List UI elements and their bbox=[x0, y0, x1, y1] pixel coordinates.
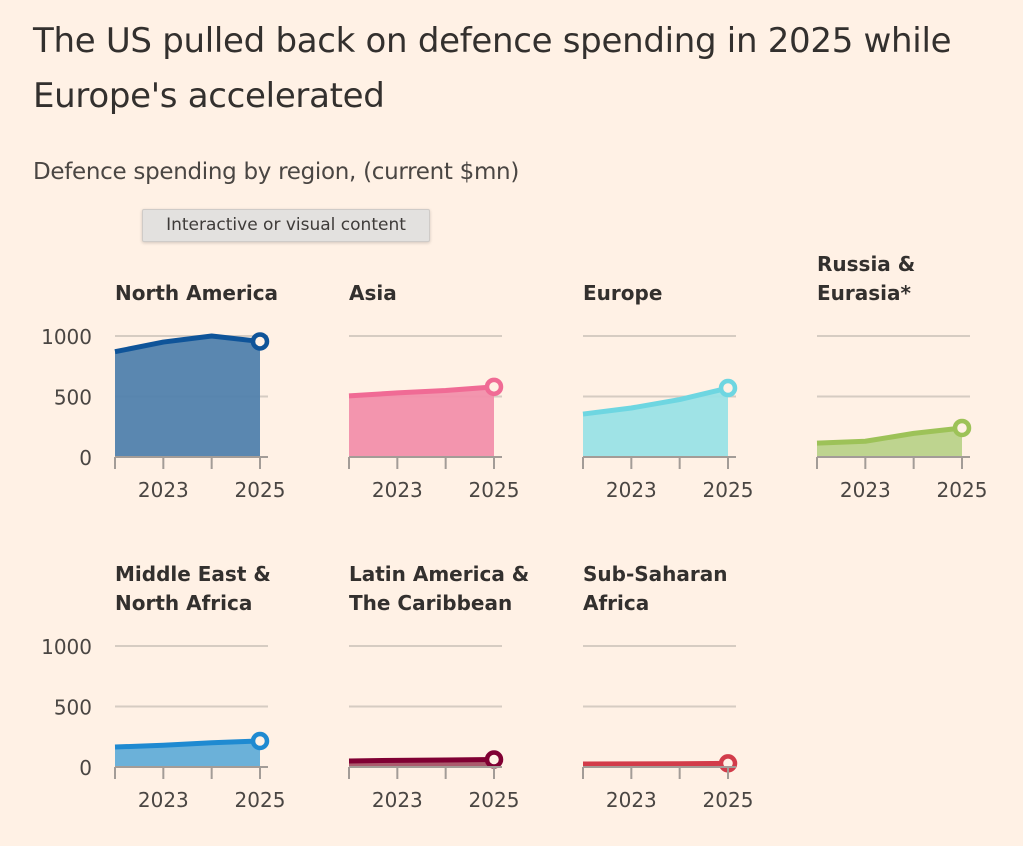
panel-title: Latin America & bbox=[349, 562, 529, 586]
y-tick-label: 1000 bbox=[41, 325, 92, 349]
panel-title: Europe bbox=[583, 281, 662, 305]
y-tick-label: 0 bbox=[79, 756, 92, 780]
y-tick-label: 500 bbox=[54, 696, 92, 720]
panel-north-america: North America 0 500 1000 2023 2025 bbox=[41, 281, 285, 502]
panel-title: Africa bbox=[583, 591, 649, 615]
panel-title: North Africa bbox=[115, 591, 252, 615]
x-tick-label: 2023 bbox=[138, 788, 189, 812]
panel-title: Russia & bbox=[817, 252, 915, 276]
x-tick-label: 2023 bbox=[372, 478, 423, 502]
panel-title: North America bbox=[115, 281, 278, 305]
x-tick-label: 2023 bbox=[840, 478, 891, 502]
series-line bbox=[114, 333, 261, 355]
series-line bbox=[582, 760, 729, 767]
series-line bbox=[114, 738, 261, 750]
area-fill bbox=[583, 388, 728, 457]
latest-value-marker[interactable] bbox=[250, 731, 270, 751]
latest-value-marker[interactable] bbox=[484, 750, 504, 769]
x-tick-label: 2025 bbox=[235, 788, 286, 812]
x-tick-label: 2023 bbox=[606, 478, 657, 502]
series-line bbox=[348, 384, 495, 399]
x-tick-label: 2023 bbox=[606, 788, 657, 812]
area-fill bbox=[817, 427, 962, 457]
area-fill bbox=[115, 336, 260, 457]
panel-latin-america-the-caribbean: Latin America & The Caribbean 2023 2025 bbox=[348, 562, 529, 812]
panel-sub-saharan-africa: Sub-Saharan Africa 2023 2025 bbox=[582, 562, 754, 812]
interactive-content-tooltip: Interactive or visual content bbox=[142, 209, 430, 242]
x-tick-label: 2025 bbox=[469, 788, 520, 812]
series-line bbox=[816, 425, 963, 446]
series-line bbox=[582, 385, 729, 417]
panel-middle-east-north-africa: Middle East & North Africa 0 500 1000 2023 202… bbox=[41, 562, 285, 812]
chart-title: The US pulled back on defence spending i… bbox=[33, 21, 952, 116]
x-tick-label: 2025 bbox=[703, 478, 754, 502]
latest-value-marker[interactable] bbox=[250, 332, 270, 351]
y-tick-label: 0 bbox=[79, 446, 92, 470]
latest-value-marker[interactable] bbox=[484, 377, 504, 397]
x-tick-label: 2025 bbox=[235, 478, 286, 502]
x-tick-label: 2025 bbox=[937, 478, 988, 502]
y-tick-label: 1000 bbox=[41, 635, 92, 659]
area-fill bbox=[349, 386, 494, 457]
y-tick-label: 500 bbox=[54, 386, 92, 410]
panel-title: The Caribbean bbox=[349, 591, 512, 615]
panel-title: Eurasia* bbox=[817, 281, 912, 305]
x-tick-label: 2025 bbox=[469, 478, 520, 502]
x-tick-label: 2023 bbox=[372, 788, 423, 812]
chart-subtitle: Defence spending by region, (current $mn… bbox=[33, 159, 520, 185]
panel-title: Middle East & bbox=[115, 562, 271, 586]
series-line bbox=[348, 756, 495, 764]
panel-title: Sub-Saharan bbox=[583, 562, 728, 586]
latest-value-marker[interactable] bbox=[718, 378, 738, 398]
latest-value-marker[interactable] bbox=[952, 418, 972, 438]
panel-russia-eurasia: Russia & Eurasia* 2023 2025 bbox=[816, 252, 988, 502]
panel-asia: Asia 2023 2025 bbox=[348, 281, 520, 502]
x-tick-label: 2025 bbox=[703, 788, 754, 812]
x-tick-label: 2023 bbox=[138, 478, 189, 502]
panel-europe: Europe 2023 2025 bbox=[582, 281, 754, 502]
panel-title: Asia bbox=[349, 281, 397, 305]
